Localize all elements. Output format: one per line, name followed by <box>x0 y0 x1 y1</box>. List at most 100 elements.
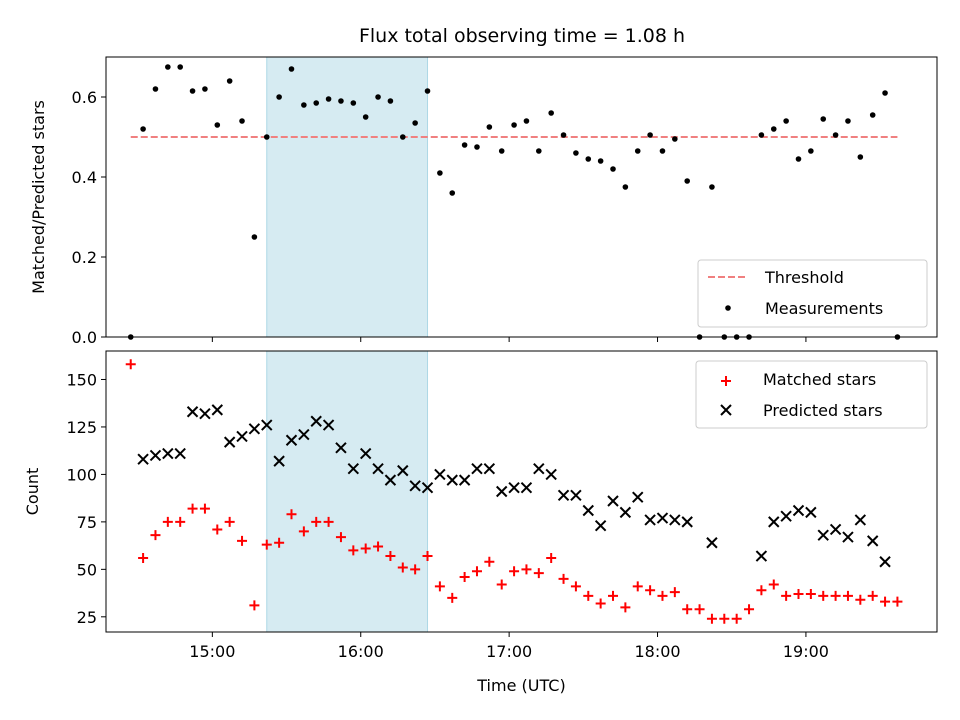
matched-marker <box>261 539 272 550</box>
matched-marker <box>298 526 309 537</box>
matched-marker <box>397 562 408 573</box>
predicted-marker <box>866 535 879 547</box>
matched-marker <box>237 535 248 546</box>
measurement-point <box>808 148 814 154</box>
predicted-marker <box>619 506 632 519</box>
predicted-marker <box>248 423 261 435</box>
matched-marker <box>768 579 779 590</box>
measurement-point <box>251 234 258 240</box>
predicted-marker <box>458 474 471 486</box>
measurement-point <box>585 156 592 162</box>
matched-marker <box>274 537 285 548</box>
legend-predicted-swatch <box>720 404 732 416</box>
predicted-marker <box>199 407 211 420</box>
matched-marker <box>348 545 359 556</box>
y-tick-label: 0.2 <box>72 248 97 267</box>
matched-marker <box>805 589 816 600</box>
predicted-marker <box>681 516 693 528</box>
bottom-panel: 25 50 75 100 125 150 15:00 16:00 17:00 18:00 19:00… <box>23 350 938 695</box>
measurement-point <box>437 170 443 176</box>
y-tick-label: 75 <box>77 513 97 532</box>
measurement-point <box>709 184 715 190</box>
predicted-marker <box>780 510 792 522</box>
matched-marker <box>323 516 334 527</box>
series-matched-stars <box>125 359 903 624</box>
matched-marker <box>212 524 223 535</box>
matched-marker <box>311 516 322 527</box>
measurement-point <box>832 132 839 138</box>
predicted-marker <box>471 463 483 475</box>
matched-marker <box>595 598 606 609</box>
measurement-point <box>449 190 456 196</box>
predicted-marker <box>273 455 285 467</box>
measurement-point <box>845 118 851 124</box>
predicted-marker <box>829 523 842 536</box>
measurement-point <box>548 110 554 116</box>
measurement-point <box>424 88 431 94</box>
predicted-marker <box>570 489 582 502</box>
y-tick-label: 0.0 <box>72 328 97 347</box>
matched-marker <box>731 613 742 624</box>
predicted-marker <box>879 556 891 568</box>
top-panel: 0.0 0.2 0.4 0.6 Matched/Predicted stars Thres… <box>29 56 938 347</box>
legend-predicted-label: Predicted stars <box>763 401 883 420</box>
predicted-marker <box>817 529 829 541</box>
predicted-marker <box>359 447 372 460</box>
x-tick-label: 19:00 <box>783 642 829 661</box>
matched-marker <box>150 530 161 541</box>
measurement-point <box>634 148 641 154</box>
predicted-marker <box>223 436 236 448</box>
measurement-point <box>511 122 517 128</box>
measurement-point <box>140 126 146 132</box>
predicted-marker <box>261 419 273 431</box>
measurement-point <box>622 184 629 190</box>
matched-marker <box>125 359 136 370</box>
predicted-marker <box>347 463 360 475</box>
measurement-point <box>597 158 604 164</box>
matched-marker <box>694 604 705 615</box>
x-axis-label: Time (UTC) <box>476 676 565 695</box>
chart-title: Flux total observing time = 1.08 h <box>359 25 685 47</box>
predicted-marker <box>792 504 805 517</box>
measurement-point <box>610 166 616 172</box>
legend-matched-swatch <box>721 376 731 386</box>
measurement-point <box>659 148 666 154</box>
matched-marker <box>459 571 470 582</box>
matched-marker <box>410 564 421 575</box>
predicted-marker <box>582 504 594 517</box>
measurement-point <box>177 64 183 70</box>
legend-matched-label: Matched stars <box>763 370 876 389</box>
predicted-marker <box>149 449 162 462</box>
measurement-point <box>338 98 344 104</box>
matched-marker <box>830 590 841 601</box>
matched-marker <box>781 590 792 601</box>
matched-marker <box>249 600 260 611</box>
predicted-marker <box>397 464 409 477</box>
measurement-point <box>486 124 493 130</box>
matched-marker <box>842 590 853 601</box>
y-tick-label: 25 <box>77 608 97 627</box>
predicted-marker <box>842 531 854 543</box>
measurement-point <box>882 90 888 96</box>
matched-marker <box>657 590 668 601</box>
y-tick-label: 0.6 <box>72 88 97 107</box>
predicted-marker <box>854 514 867 526</box>
predicted-marker <box>372 463 384 475</box>
measurement-point <box>412 120 418 126</box>
measurement-point <box>313 100 320 106</box>
y-tick-label: 100 <box>66 465 97 484</box>
y-tick-label: 125 <box>66 418 97 437</box>
predicted-marker <box>545 468 557 481</box>
matched-marker <box>620 602 631 613</box>
predicted-marker <box>706 537 718 549</box>
matched-marker <box>286 509 297 520</box>
matched-marker <box>509 566 520 577</box>
matched-marker <box>632 581 643 592</box>
predicted-marker <box>446 474 458 486</box>
predicted-marker <box>755 550 768 562</box>
predicted-marker <box>285 434 298 446</box>
predicted-marker <box>236 430 248 443</box>
predicted-marker <box>607 495 619 507</box>
measurement-point <box>672 136 678 142</box>
